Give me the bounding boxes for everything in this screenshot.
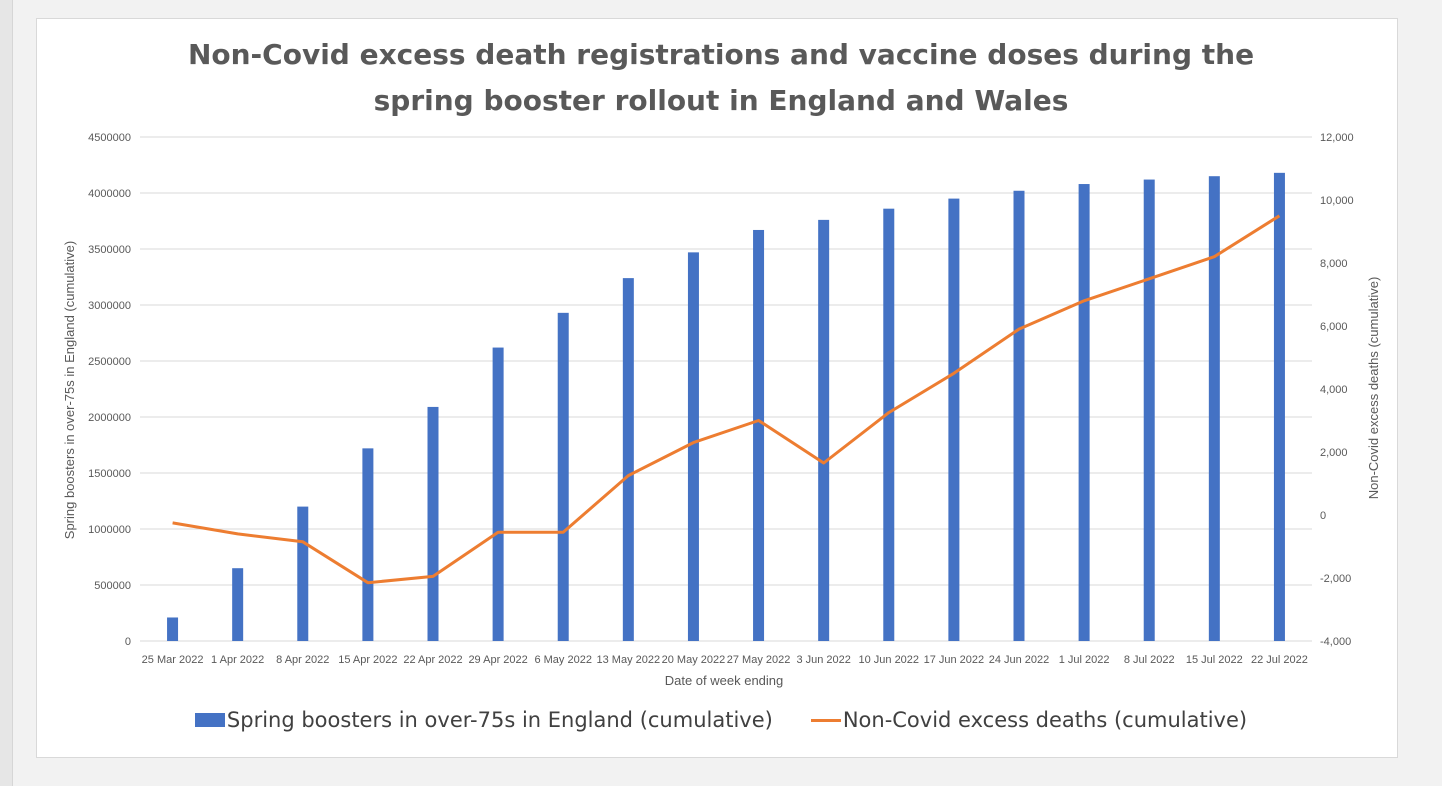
- window-left-strip: [0, 0, 13, 786]
- bar: [1143, 179, 1155, 641]
- left-tick-label: 500000: [94, 580, 131, 592]
- chart-title-line-1: Non-Covid excess death registrations and…: [187, 38, 1255, 71]
- legend-label-boosters: Spring boosters in over-75s in England (…: [226, 708, 773, 732]
- x-tick-label: 17 Jun 2022: [924, 654, 985, 666]
- right-tick-label: 10,000: [1320, 195, 1354, 207]
- bar: [1078, 184, 1090, 642]
- left-tick-label: 3500000: [88, 244, 131, 256]
- x-tick-label: 8 Apr 2022: [276, 654, 329, 666]
- left-tick-label: 1500000: [88, 468, 131, 480]
- bar-series: [167, 172, 1285, 642]
- bar: [492, 347, 504, 641]
- line-series: [172, 214, 1281, 585]
- bar: [1208, 176, 1220, 641]
- x-tick-label: 29 Apr 2022: [468, 654, 527, 666]
- right-tick-label: 4,000: [1320, 384, 1348, 396]
- bar: [818, 219, 830, 641]
- gridlines: [140, 136, 1312, 642]
- legend-swatch-bar: [194, 713, 225, 727]
- x-tick-label: 22 Apr 2022: [403, 654, 462, 666]
- x-axis-title: Date of week ending: [665, 673, 784, 688]
- bar: [1013, 190, 1025, 641]
- bar: [948, 198, 960, 641]
- x-tick-label: 15 Jul 2022: [1186, 654, 1243, 666]
- bar: [753, 229, 765, 641]
- bar: [167, 617, 179, 641]
- x-tick-label: 8 Jul 2022: [1124, 654, 1175, 666]
- bar: [362, 448, 374, 641]
- left-tick-label: 0: [125, 636, 131, 648]
- x-tick-label: 13 May 2022: [597, 654, 661, 666]
- excess-deaths-line: [172, 214, 1281, 585]
- bar: [557, 312, 569, 641]
- x-tick-label: 3 Jun 2022: [796, 654, 850, 666]
- chart-title: Non-Covid excess death registrations and…: [0, 32, 1442, 124]
- bar: [622, 278, 634, 641]
- legend-item-excess-deaths: Non-Covid excess deaths (cumulative): [810, 708, 1248, 732]
- x-tick-label: 24 Jun 2022: [989, 654, 1050, 666]
- left-tick-label: 1000000: [88, 524, 131, 536]
- chart-title-line-2: spring booster rollout in England and Wa…: [373, 84, 1069, 117]
- chart-legend: Spring boosters in over-75s in England (…: [0, 708, 1442, 732]
- x-tick-label: 25 Mar 2022: [142, 654, 204, 666]
- bar: [687, 252, 699, 642]
- right-tick-label: 6,000: [1320, 321, 1348, 333]
- x-tick-label: 27 May 2022: [727, 654, 791, 666]
- left-axis-title: Spring boosters in over-75s in England (…: [62, 241, 77, 539]
- left-tick-label: 2500000: [88, 356, 131, 368]
- left-axis-ticks: 0 500000 1000000 1500000 2000000 2500000 30000…: [88, 132, 131, 648]
- left-tick-label: 2000000: [88, 412, 131, 424]
- x-tick-label: 15 Apr 2022: [338, 654, 397, 666]
- left-tick-label: 3000000: [88, 300, 131, 312]
- x-tick-label: 1 Jul 2022: [1059, 654, 1110, 666]
- bar: [232, 568, 244, 641]
- legend-swatch-line: [810, 718, 841, 722]
- right-tick-label: 0: [1320, 510, 1326, 522]
- legend-item-boosters: Spring boosters in over-75s in England (…: [194, 708, 773, 732]
- bar: [1273, 172, 1285, 641]
- left-tick-label: 4500000: [88, 132, 131, 144]
- right-tick-label: 12,000: [1320, 132, 1354, 144]
- chart-frame: [36, 18, 1398, 758]
- right-tick-label: 8,000: [1320, 258, 1348, 270]
- bar: [883, 208, 895, 641]
- x-tick-label: 10 Jun 2022: [858, 654, 919, 666]
- legend-label-excess-deaths: Non-Covid excess deaths (cumulative): [842, 708, 1248, 732]
- bar: [297, 506, 309, 641]
- right-tick-label: 2,000: [1320, 447, 1348, 459]
- left-tick-label: 4000000: [88, 188, 131, 200]
- x-tick-label: 1 Apr 2022: [211, 654, 264, 666]
- x-tick-label: 22 Jul 2022: [1251, 654, 1308, 666]
- bar: [427, 406, 439, 641]
- right-axis-title: Non-Covid excess deaths (cumulative): [1366, 277, 1381, 500]
- right-axis-ticks: -4,000 -2,000 0 2,000 4,000 6,000 8,000 10,000 1…: [1320, 132, 1354, 648]
- right-tick-label: -4,000: [1320, 636, 1351, 648]
- x-axis-ticks: 25 Mar 2022 1 Apr 2022 8 Apr 2022 15 Apr 20…: [142, 654, 1308, 666]
- x-tick-label: 20 May 2022: [662, 654, 726, 666]
- right-tick-label: -2,000: [1320, 573, 1351, 585]
- x-tick-label: 6 May 2022: [534, 654, 591, 666]
